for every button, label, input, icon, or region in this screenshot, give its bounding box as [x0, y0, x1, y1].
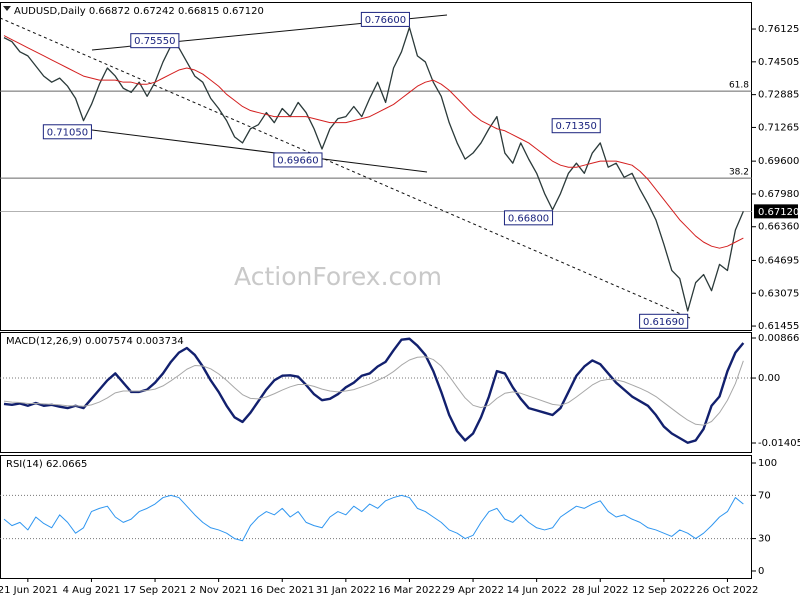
y-tick-label: 0.69600 — [758, 156, 799, 167]
y-tick-label: 0.72885 — [758, 90, 799, 101]
annotation-label: 0.71050 — [47, 127, 88, 138]
annotation-box — [551, 118, 601, 134]
y-tick-label: 0.008662 — [758, 333, 800, 344]
x-tick-label: 26 Oct 2022 — [697, 585, 759, 596]
last-price-label: 0.67120 — [758, 207, 799, 218]
annotation-label: 0.69660 — [277, 155, 318, 166]
panel-frame — [0, 332, 752, 453]
panel-title: RSI(14) 62.0665 — [6, 459, 87, 470]
panel-frame — [0, 455, 752, 579]
y-tick-label: 100 — [758, 458, 777, 469]
annotation-box — [130, 33, 180, 49]
annotation: 0.76600 — [360, 11, 410, 27]
x-tick-label: 16 Mar 2022 — [378, 585, 441, 596]
y-tick-label: 0.74505 — [758, 57, 799, 68]
annotation: 0.75550 — [130, 33, 180, 49]
y-tick-label: 0.63075 — [758, 288, 799, 299]
annotation: 0.69660 — [273, 152, 323, 168]
y-tick-label: 30 — [758, 534, 771, 545]
annotation-label: 0.75550 — [134, 36, 175, 47]
x-tick-label: 12 Sep 2022 — [632, 585, 695, 596]
x-tick-label: 2 Nov 2021 — [190, 585, 248, 596]
annotation-box — [503, 210, 554, 226]
series-line — [3, 26, 744, 312]
annotation-box — [639, 313, 689, 329]
annotation-label: 0.76600 — [365, 15, 406, 26]
y-tick-label: -0.014055 — [758, 438, 800, 449]
y-tick-label: 0.64695 — [758, 255, 799, 266]
watermark: ActionForex.com — [234, 262, 442, 291]
last-price-tag — [754, 204, 798, 219]
x-tick-label: 21 Jun 2021 — [0, 585, 58, 596]
x-tick-label: 29 Apr 2022 — [442, 585, 504, 596]
annotation-label: 0.71350 — [556, 121, 597, 132]
annotation-box — [273, 152, 323, 168]
x-tick-label: 28 Jul 2022 — [572, 585, 629, 596]
annotation-label: 0.66800 — [508, 213, 549, 224]
x-tick-label: 17 Sep 2021 — [123, 585, 186, 596]
fib-label: 38.2 — [729, 168, 749, 178]
annotation-box — [42, 124, 92, 140]
y-tick-label: 0.61455 — [758, 321, 799, 332]
series-line — [3, 337, 745, 444]
fib-label: 61.8 — [729, 81, 749, 91]
annotation: 0.61690 — [639, 313, 689, 329]
annotation: 0.71050 — [42, 124, 92, 140]
trend-line — [0, 17, 691, 319]
x-tick-label: 4 Aug 2021 — [63, 585, 121, 596]
x-tick-label: 31 Jan 2022 — [316, 585, 376, 596]
series-line — [3, 35, 744, 249]
y-tick-label: 0.71265 — [758, 122, 799, 133]
annotation: 0.71350 — [551, 118, 601, 134]
x-tick-label: 14 Jun 2022 — [507, 585, 567, 596]
x-tick-label: 16 Dec 2021 — [250, 585, 314, 596]
trend-line — [91, 129, 428, 173]
series-line — [3, 356, 744, 426]
panel-title: AUDUSD,Daily 0.66872 0.67242 0.66815 0.6… — [14, 6, 264, 17]
panel-frame — [0, 2, 752, 331]
annotation-label: 0.61690 — [643, 317, 684, 328]
symbol-icon — [3, 6, 11, 11]
panel-title: MACD(12,26,9) 0.007574 0.003734 — [6, 336, 184, 347]
y-tick-label: 0.76125 — [758, 24, 799, 35]
y-tick-label: 0.00 — [758, 373, 780, 384]
y-tick-label: 0 — [758, 566, 764, 577]
y-tick-label: 0.67980 — [758, 189, 799, 200]
annotation: 0.66800 — [503, 210, 554, 226]
annotation-box — [360, 11, 410, 27]
y-tick-label: 0.66360 — [758, 222, 799, 233]
series-line — [3, 494, 744, 542]
y-tick-label: 70 — [758, 490, 771, 501]
